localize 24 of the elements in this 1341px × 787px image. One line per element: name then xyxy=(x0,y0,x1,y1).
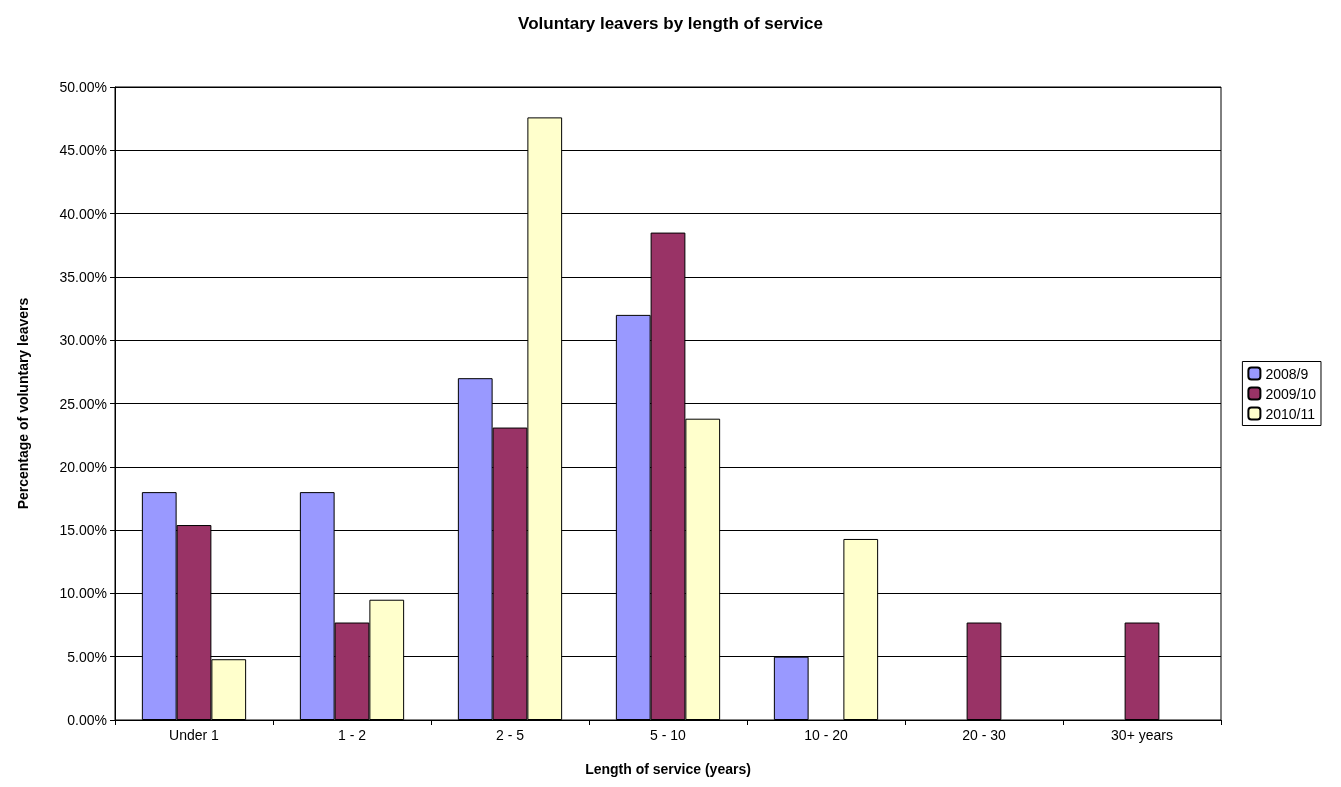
y-tick-label: 30.00% xyxy=(59,332,107,349)
x-tick-label: Under 1 xyxy=(169,727,220,743)
legend-label: 2008/9 xyxy=(1265,365,1309,382)
y-tick-label: 45.00% xyxy=(59,142,107,159)
legend-label: 2010/11 xyxy=(1265,405,1316,422)
legend-label: 2009/10 xyxy=(1265,385,1317,402)
y-tick-label: 50.00% xyxy=(59,79,107,95)
x-tick-label: 1 - 2 xyxy=(337,727,367,743)
y-tick-label: 0.00% xyxy=(67,712,107,728)
x-tick-label: 5 - 10 xyxy=(650,727,687,743)
chart-title: Voluntary leavers by length of service xyxy=(518,14,823,33)
x-tick-label: 30+ years xyxy=(1111,727,1173,743)
y-tick-label: 15.00% xyxy=(59,522,107,539)
y-tick-label: 40.00% xyxy=(59,205,107,222)
y-tick-label: 20.00% xyxy=(59,458,107,475)
y-tick-label: 10.00% xyxy=(59,585,107,602)
x-axis-title: Length of service (years) xyxy=(585,761,751,777)
y-tick-label: 35.00% xyxy=(59,268,107,285)
x-tick-label: 2 - 5 xyxy=(495,727,525,743)
y-axis-title: Percentage of voluntary leavers xyxy=(15,297,31,510)
x-tick-label: 10 - 20 xyxy=(804,727,848,743)
y-tick-label: 5.00% xyxy=(67,648,107,665)
x-tick-label: 20 - 30 xyxy=(962,727,1006,743)
y-tick-label: 25.00% xyxy=(59,395,107,412)
